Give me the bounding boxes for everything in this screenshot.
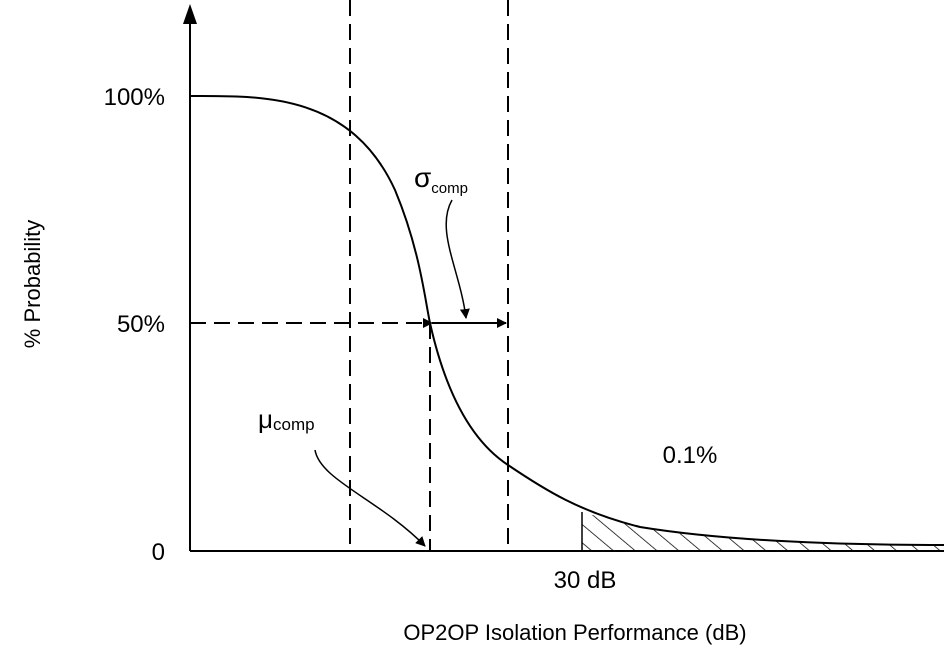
mu-pointer — [314, 449, 426, 547]
y-axis-arrow — [183, 4, 197, 24]
y-tick-label: 0 — [152, 539, 165, 566]
mu-label: μcomp — [258, 404, 315, 434]
curve — [189, 94, 944, 546]
y-tick-label: 50% — [117, 311, 165, 338]
symbol: σ — [414, 162, 431, 193]
symbol: μ — [258, 404, 273, 434]
sigma-label: σcomp — [414, 162, 468, 197]
subscript: comp — [273, 415, 315, 434]
x-marker-label: 30 dB — [554, 567, 617, 594]
x-axis-label: OP2OP Isolation Performance (dB) — [403, 620, 746, 645]
sigma-pointer — [445, 199, 470, 319]
tail-label: 0.1% — [663, 442, 718, 469]
y-tick-label: 100% — [104, 84, 165, 111]
subscript: comp — [431, 180, 468, 197]
y-axis-label: % Probability — [20, 220, 45, 348]
tail-area — [582, 512, 944, 551]
